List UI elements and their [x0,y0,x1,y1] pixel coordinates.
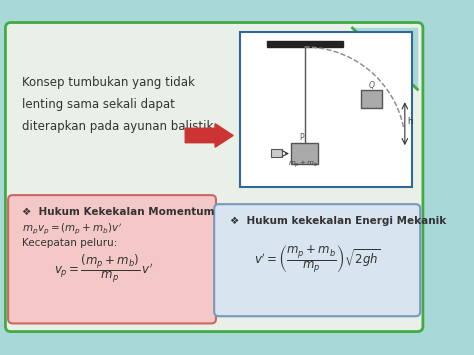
Polygon shape [353,28,418,89]
Polygon shape [266,40,343,47]
FancyBboxPatch shape [240,32,412,187]
Text: $v_p = \dfrac{(m_p + m_b)}{m_p}\, v'$: $v_p = \dfrac{(m_p + m_b)}{m_p}\, v'$ [54,252,154,285]
FancyBboxPatch shape [361,90,382,108]
Polygon shape [185,124,233,147]
Text: $m_p+m_b$: $m_p+m_b$ [288,158,319,169]
Text: Q: Q [369,81,374,89]
FancyBboxPatch shape [291,143,318,164]
Text: ❖  Hukum kekekalan Energi Mekanik: ❖ Hukum kekekalan Energi Mekanik [229,216,446,226]
Text: $m_p v_p = (m_p + m_b)v'$: $m_p v_p = (m_p + m_b)v'$ [22,221,122,236]
FancyBboxPatch shape [271,149,283,157]
Text: $v'= \left(\dfrac{m_p + m_b}{m_p}\right)\sqrt{2gh}$: $v'= \left(\dfrac{m_p + m_b}{m_p}\right)… [254,243,381,275]
Text: Kecepatan peluru:: Kecepatan peluru: [22,237,117,247]
Text: ❖  Hukum Kekekalan Momentum: ❖ Hukum Kekekalan Momentum [22,207,214,217]
Text: Konsep tumbukan yang tidak
lenting sama sekali dapat
diterapkan pada ayunan bali: Konsep tumbukan yang tidak lenting sama … [22,76,217,133]
Text: h: h [408,117,413,126]
FancyBboxPatch shape [5,22,423,332]
FancyBboxPatch shape [8,195,216,323]
FancyBboxPatch shape [214,204,420,316]
Text: P: P [299,133,304,142]
